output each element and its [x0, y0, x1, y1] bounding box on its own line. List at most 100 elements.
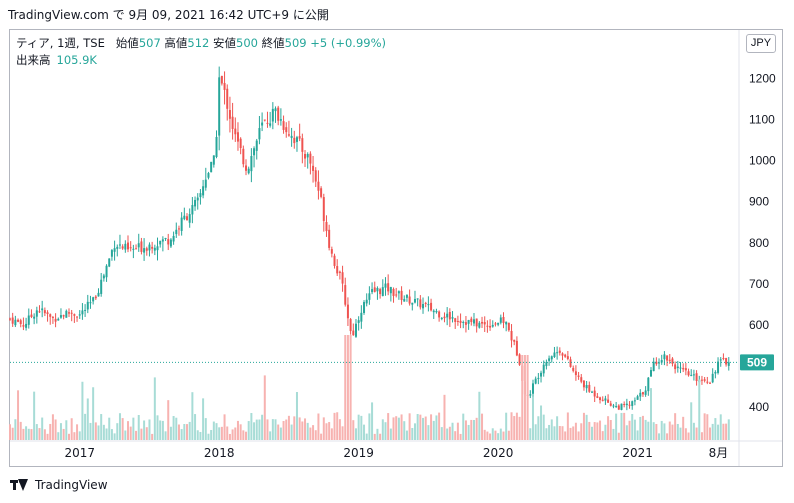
volume-bar [698, 379, 701, 440]
candle-body [59, 315, 62, 318]
volume-bar [371, 402, 374, 440]
volume-bar [649, 388, 652, 440]
volume-bar [725, 423, 728, 440]
volume-bar [153, 377, 156, 440]
volume-bar [550, 419, 553, 440]
volume-bar [81, 381, 84, 440]
candle-body [105, 265, 108, 278]
volume-bar [585, 414, 588, 440]
volume-bar [609, 420, 612, 440]
volume-bar [376, 428, 379, 440]
volume-bar [448, 426, 451, 440]
volume-bar [631, 413, 634, 440]
candle-body [540, 372, 543, 377]
volume-bar [204, 418, 207, 440]
volume-bar [572, 426, 575, 440]
candle-body [135, 248, 138, 250]
candle-body [481, 321, 484, 324]
candle-body [438, 311, 441, 318]
volume-bar [397, 417, 400, 440]
volume-bar [22, 428, 25, 440]
candle-body [196, 197, 199, 201]
low-label: 安値 [213, 36, 237, 50]
candle-body [261, 122, 264, 126]
candle-body [167, 239, 170, 245]
high-value: 512 [187, 36, 210, 50]
volume-bar [140, 428, 143, 440]
candle-body [70, 312, 73, 314]
volume-bar [65, 420, 68, 440]
volume-bar [17, 390, 20, 440]
candle-body [164, 237, 167, 239]
volume-bar [86, 398, 89, 440]
candle-body [330, 249, 333, 254]
volume-bar [338, 419, 341, 440]
volume-bar [451, 422, 454, 440]
candle-body [94, 296, 97, 299]
volume-bar [518, 416, 521, 440]
candle-body [709, 382, 711, 384]
volume-bar [438, 412, 441, 440]
volume-bar [459, 433, 462, 440]
footer-brand-label: TradingView [35, 478, 108, 492]
volume-bar [108, 417, 111, 440]
volume-bar [38, 428, 41, 440]
volume-bar [478, 391, 481, 440]
candle-body [655, 361, 658, 365]
volume-bar [191, 392, 194, 440]
candle-body [615, 406, 618, 408]
candle-body [204, 179, 207, 188]
volume-bar [515, 412, 518, 440]
candle-body [604, 398, 607, 401]
candle-body [577, 375, 580, 377]
volume-bar [625, 425, 628, 440]
volume-bar [212, 421, 215, 440]
currency-button[interactable]: JPY [746, 34, 776, 53]
candle-body [183, 215, 186, 220]
volume-bar [236, 420, 239, 440]
candle-body [239, 138, 242, 149]
volume-bar [497, 433, 500, 440]
candle-body [534, 378, 537, 384]
candle-body [338, 271, 341, 273]
candle-body [116, 246, 119, 249]
footer-brand[interactable]: TradingView [10, 478, 108, 492]
candle-body [156, 246, 159, 251]
candle-body [76, 316, 79, 318]
volume-bar [325, 423, 328, 440]
candle-body [443, 316, 446, 319]
candle-body [668, 359, 671, 361]
candle-body [682, 367, 685, 370]
volume-bar [408, 413, 411, 440]
volume-bar [46, 433, 49, 440]
candle-body [649, 370, 652, 377]
candle-body [652, 361, 655, 372]
volume-bar [167, 400, 170, 440]
high-label: 高値 [164, 36, 188, 50]
candle-body [298, 136, 301, 139]
candle-body [553, 352, 556, 358]
volume-bar [304, 418, 307, 440]
volume-bar [403, 421, 406, 440]
chart-frame[interactable] [9, 29, 783, 467]
candle-body [510, 330, 513, 341]
volume-bar [684, 428, 687, 440]
volume-bar [596, 422, 599, 440]
candle-body [424, 302, 427, 304]
volume-bar [113, 433, 116, 440]
candle-body [118, 244, 121, 246]
volume-bar [258, 419, 261, 440]
volume-bar [443, 394, 446, 440]
volume-bar [159, 420, 162, 440]
candle-body [432, 310, 435, 313]
price-tick-label: 1000 [749, 154, 776, 168]
volume-bar [76, 424, 79, 440]
volume-bar [663, 423, 666, 440]
volume-bar [440, 427, 443, 440]
price-tick-label: 1100 [749, 113, 775, 127]
volume-bar [102, 424, 105, 440]
volume-bar [472, 419, 475, 440]
candle-body [253, 148, 256, 156]
volume-bar [709, 427, 711, 440]
